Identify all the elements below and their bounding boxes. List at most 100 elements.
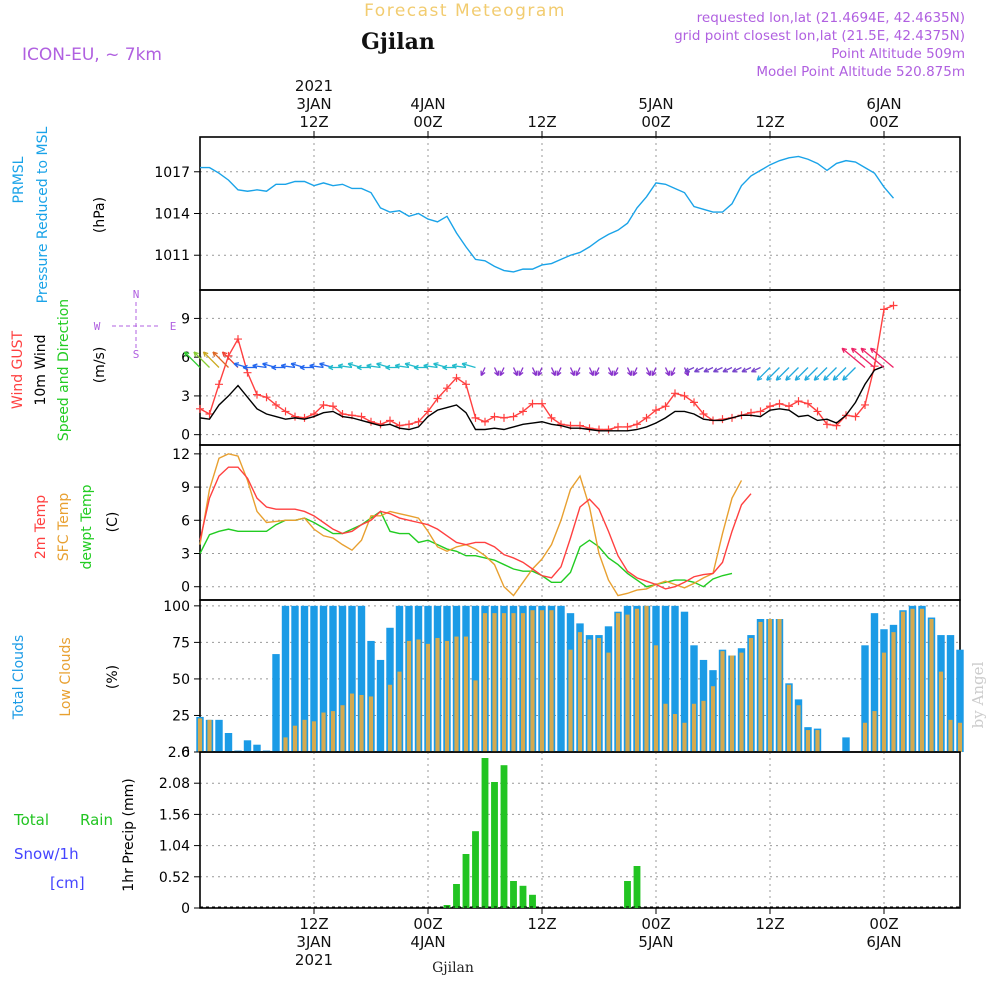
low-cloud-bar <box>881 652 887 752</box>
wind-direction-arrow <box>569 367 576 377</box>
wind-direction-arrow <box>193 351 210 368</box>
low-cloud-bar <box>425 643 431 752</box>
total-cloud-bar <box>348 605 356 752</box>
gust-marker <box>234 335 242 344</box>
gust-marker <box>633 420 641 429</box>
low-cloud-bar <box>568 649 573 752</box>
wind-10m-label: 10m Wind <box>33 334 49 405</box>
pressure-ytick-label: 1014 <box>154 207 190 223</box>
wind-unit: (m/s) <box>92 347 108 384</box>
wind-direction-arrow <box>531 367 538 377</box>
rain-bar <box>481 758 489 908</box>
gust-marker <box>614 422 622 431</box>
gust-marker <box>671 389 679 398</box>
compass-w: W <box>94 320 101 333</box>
wind-labels: Wind GUST 10m Wind Speed and Direction (… <box>10 288 176 441</box>
top-axis-label: 4JAN <box>410 95 445 113</box>
clouds-ytick-label: 75 <box>172 635 190 651</box>
temperature-ytick-label: 6 <box>181 513 190 529</box>
bottom-axis-label: 4JAN <box>410 933 445 951</box>
pressure-unit: (hPa) <box>92 197 108 233</box>
low-cloud-bar <box>292 725 298 752</box>
wind-panel: 0 3 6 9 <box>181 289 961 446</box>
gust-marker <box>585 424 594 433</box>
total-cloud-bar <box>272 654 280 752</box>
wind-direction-arrow <box>651 367 657 377</box>
total-cloud-bar <box>690 645 698 752</box>
low-cloud-bar <box>872 711 877 752</box>
rain-bar <box>529 894 536 908</box>
low-cloud-bar <box>862 722 868 752</box>
wind-direction-arrow <box>823 367 837 381</box>
low-cloud-bar <box>891 632 896 752</box>
gust-marker <box>823 420 831 429</box>
wind-direction-arrow <box>575 367 581 377</box>
rain-bar <box>633 866 641 908</box>
temperature-ytick-label: 0 <box>181 580 190 596</box>
low-cloud-bar <box>701 700 706 752</box>
low-cloud-bar <box>454 636 459 752</box>
clouds-panel: 0 25 50 75 100 <box>163 599 964 761</box>
requested-coords: requested lon,lat (21.4694E, 42.4635N) <box>697 10 965 26</box>
precip-ytick-label: 0.52 <box>159 870 190 886</box>
wind-direction-arrow <box>750 366 761 373</box>
cloud-labels: Total Clouds Low Clouds (%) <box>11 635 121 720</box>
temp-labels: 2m Temp SFC Temp dewpt Temp (C) <box>33 484 121 569</box>
low-cloud-bar <box>796 705 801 752</box>
point-altitude: Point Altitude 509m <box>831 46 965 62</box>
wind-ytick-label: 9 <box>181 311 190 327</box>
wind-direction-arrow <box>841 347 866 368</box>
gust-marker <box>319 400 328 409</box>
low-cloud-bar <box>672 714 678 752</box>
low-cloud-bar <box>777 619 782 752</box>
total-cloud-bar <box>661 605 670 752</box>
low-cloud-bar <box>473 680 478 752</box>
wind-direction-arrow <box>832 367 847 381</box>
low-cloud-bar <box>444 640 450 752</box>
top-axis-label: 2021 <box>295 77 333 95</box>
top-axis-label: 12Z <box>527 113 556 131</box>
wind-direction-arrow <box>775 367 790 381</box>
gridpoint-coords: grid point closest lon,lat (21.5E, 42.43… <box>674 28 965 44</box>
low-cloud-bar <box>207 719 212 752</box>
temperature-line-sfc-temp <box>199 453 743 597</box>
precip-panel: 0 0.52 1.04 1.56 2.08 2.6 <box>159 745 961 917</box>
gust-marker <box>766 402 774 411</box>
precip-ytick-label: 1.04 <box>159 839 190 855</box>
clouds-unit: (%) <box>105 665 121 689</box>
wind-direction-arrow <box>423 363 438 369</box>
pressure-label-2: Pressure Reduced to MSL <box>35 126 51 303</box>
gust-marker <box>652 406 660 415</box>
precip-ytick-label: 2.08 <box>159 776 190 792</box>
gust-marker <box>595 425 603 434</box>
gust-marker <box>804 399 812 408</box>
rain-bar <box>472 831 479 908</box>
gust-marker <box>680 391 689 400</box>
low-cloud-bar <box>691 703 697 752</box>
total-cloud-bar <box>338 605 347 752</box>
top-axis-label: 00Z <box>413 113 442 131</box>
low-cloud-bar <box>805 730 811 752</box>
total-cloud-bar <box>253 744 261 752</box>
bottom-axis-label: 12Z <box>527 915 556 933</box>
gust-marker <box>642 413 651 422</box>
total-cloud-bar <box>319 605 328 752</box>
compass-e: E <box>170 320 177 333</box>
gust-marker <box>509 412 518 421</box>
low-cloud-bar <box>406 640 412 752</box>
wind-direction-arrow <box>712 366 723 373</box>
top-axis-label: 12Z <box>755 113 784 131</box>
total-cloud-bar <box>557 605 565 752</box>
wind-direction-arrow <box>785 367 799 381</box>
wind-direction-arrow <box>766 367 780 381</box>
pressure-ytick-label: 1011 <box>154 248 190 264</box>
gust-marker <box>357 412 366 421</box>
wind-direction-arrow <box>804 367 818 381</box>
wind-direction-arrow <box>512 367 519 377</box>
low-cloud-bar <box>910 608 915 752</box>
clouds-ytick-label: 25 <box>172 708 190 724</box>
gust-marker <box>481 417 489 426</box>
rain-bar <box>453 884 460 908</box>
